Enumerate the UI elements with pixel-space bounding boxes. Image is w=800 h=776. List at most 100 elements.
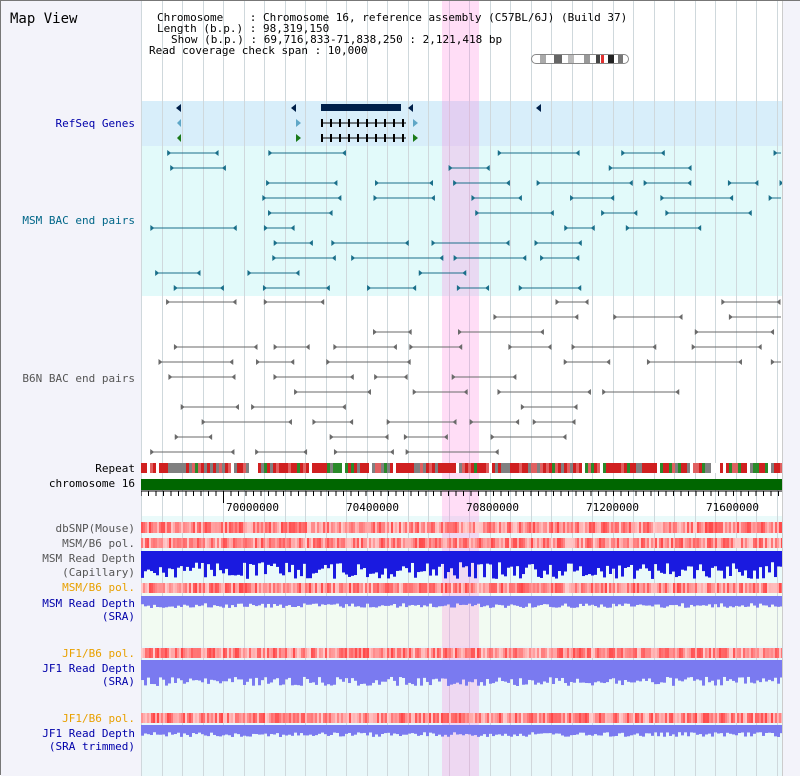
- repeat-segment: [345, 463, 348, 473]
- msm-pol-heat: [407, 538, 409, 548]
- jf1-trimmed-depth-bar: [411, 725, 414, 734]
- jf1-pol2-heat: [207, 713, 209, 723]
- dbsnp-heat: [723, 522, 725, 533]
- jf1-pol-heat: [213, 648, 215, 658]
- msm-pol2-heat: [275, 583, 277, 593]
- dbsnp-heat: [579, 522, 581, 533]
- msm-pol-heat: [503, 538, 505, 548]
- msm-depth-capillary-bar: [234, 551, 237, 576]
- msm-depth-capillary-bar: [405, 551, 408, 569]
- b6n-bac-pair-end: [305, 344, 310, 350]
- msm-pol2-heat: [239, 583, 241, 593]
- msm-pol2-heat: [553, 583, 555, 593]
- jf1-depth-bar: [258, 660, 261, 686]
- repeat-segment: [336, 463, 339, 473]
- msm-pol-heat: [617, 538, 619, 548]
- jf1-pol-heat: [645, 648, 647, 658]
- msm-depth-capillary-bar: [351, 551, 354, 576]
- msm-pol-heat: [389, 538, 391, 548]
- jf1-pol-heat: [353, 648, 355, 658]
- msm-pol-heat: [555, 538, 557, 548]
- repeat-segment: [663, 463, 666, 473]
- repeat-segment: [231, 463, 234, 473]
- jf1-pol-heat: [767, 648, 769, 658]
- msm-depth-capillary-bar: [336, 551, 339, 564]
- msm-pol-heat: [573, 538, 575, 548]
- msm-pol-heat: [493, 538, 495, 548]
- repeat-segment: [615, 463, 618, 473]
- jf1-trimmed-depth-bar: [624, 725, 627, 737]
- dbsnp-heat: [669, 522, 671, 533]
- track-label-msm-depth-capillary-sub: (Capillary): [62, 566, 135, 579]
- jf1-pol2-heat: [453, 713, 455, 723]
- dbsnp-heat: [261, 522, 263, 533]
- dbsnp-heat: [681, 522, 683, 533]
- msm-depth-capillary-bar: [141, 551, 144, 578]
- jf1-trimmed-depth-bar: [774, 725, 777, 737]
- repeat-segment: [423, 463, 426, 473]
- jf1-pol2-heat: [261, 713, 263, 723]
- jf1-depth-bar: [723, 660, 726, 677]
- highlight-region[interactable]: [442, 1, 479, 776]
- jf1-pol2-heat: [729, 713, 731, 723]
- msm-pol-heat: [211, 538, 213, 548]
- repeat-segment: [591, 463, 594, 473]
- b6n-bac-pair-end: [150, 449, 155, 455]
- jf1-trimmed-depth-bar: [351, 725, 354, 736]
- b6n-bac-pair-end: [320, 299, 325, 305]
- jf1-depth-bar: [228, 660, 231, 679]
- msm-depth-sra-bar: [324, 596, 327, 605]
- msm-depth-capillary-bar: [165, 551, 168, 577]
- msm-pol2-heat: [675, 583, 677, 593]
- msm-pol2-heat: [363, 583, 365, 593]
- msm-bac-pair-end: [268, 150, 273, 156]
- msm-depth-capillary-bar: [630, 551, 633, 565]
- jf1-trimmed-depth-bar: [429, 725, 432, 733]
- dbsnp-heat: [387, 522, 389, 533]
- jf1-pol-heat: [689, 648, 691, 658]
- msm-depth-capillary-bar: [531, 551, 534, 565]
- repeat-segment: [216, 463, 219, 473]
- jf1-pol-heat: [395, 648, 397, 658]
- msm-depth-sra-bar: [714, 596, 717, 605]
- jf1-pol-heat: [141, 648, 143, 658]
- repeat-segment: [432, 463, 435, 473]
- msm-pol-heat: [413, 538, 415, 548]
- jf1-pol2-heat: [271, 713, 273, 723]
- msm-depth-capillary-bar: [624, 551, 627, 569]
- jf1-pol2-heat: [317, 713, 319, 723]
- vertical-scrollbar[interactable]: [782, 1, 800, 776]
- dbsnp-heat: [281, 522, 283, 533]
- msm-bac-pair-end: [263, 225, 268, 231]
- msm-depth-sra-bar: [651, 596, 654, 607]
- jf1-pol2-heat: [663, 713, 665, 723]
- msm-depth-capillary-bar: [690, 551, 693, 567]
- dbsnp-heat: [341, 522, 343, 533]
- repeat-segment: [459, 463, 462, 473]
- msm-depth-sra-bar: [756, 596, 759, 608]
- msm-pol-heat: [705, 538, 707, 548]
- repeat-segment: [303, 463, 306, 473]
- repeat-segment: [606, 463, 609, 473]
- dbsnp-heat: [729, 522, 731, 533]
- jf1-pol2-heat: [489, 713, 491, 723]
- jf1-pol2-heat: [385, 713, 387, 723]
- msm-pol2-heat: [307, 583, 309, 593]
- jf1-trimmed-depth-bar: [252, 725, 255, 734]
- jf1-depth-bar: [528, 660, 531, 680]
- dbsnp-heat: [623, 522, 625, 533]
- msm-pol-heat: [649, 538, 651, 548]
- chromosome-ideogram[interactable]: [531, 54, 629, 64]
- track-area[interactable]: [141, 1, 782, 776]
- repeat-segment: [141, 463, 144, 473]
- msm-pol2-heat: [609, 583, 611, 593]
- jf1-pol2-heat: [471, 713, 473, 723]
- jf1-trimmed-depth-bar: [219, 725, 222, 737]
- msm-pol-heat: [489, 538, 491, 548]
- dbsnp-heat: [497, 522, 499, 533]
- jf1-depth-bar: [150, 660, 153, 685]
- tracks-canvas[interactable]: [141, 1, 782, 776]
- jf1-trimmed-depth-bar: [438, 725, 441, 735]
- msm-pol-heat: [491, 538, 493, 548]
- jf1-pol-heat: [433, 648, 435, 658]
